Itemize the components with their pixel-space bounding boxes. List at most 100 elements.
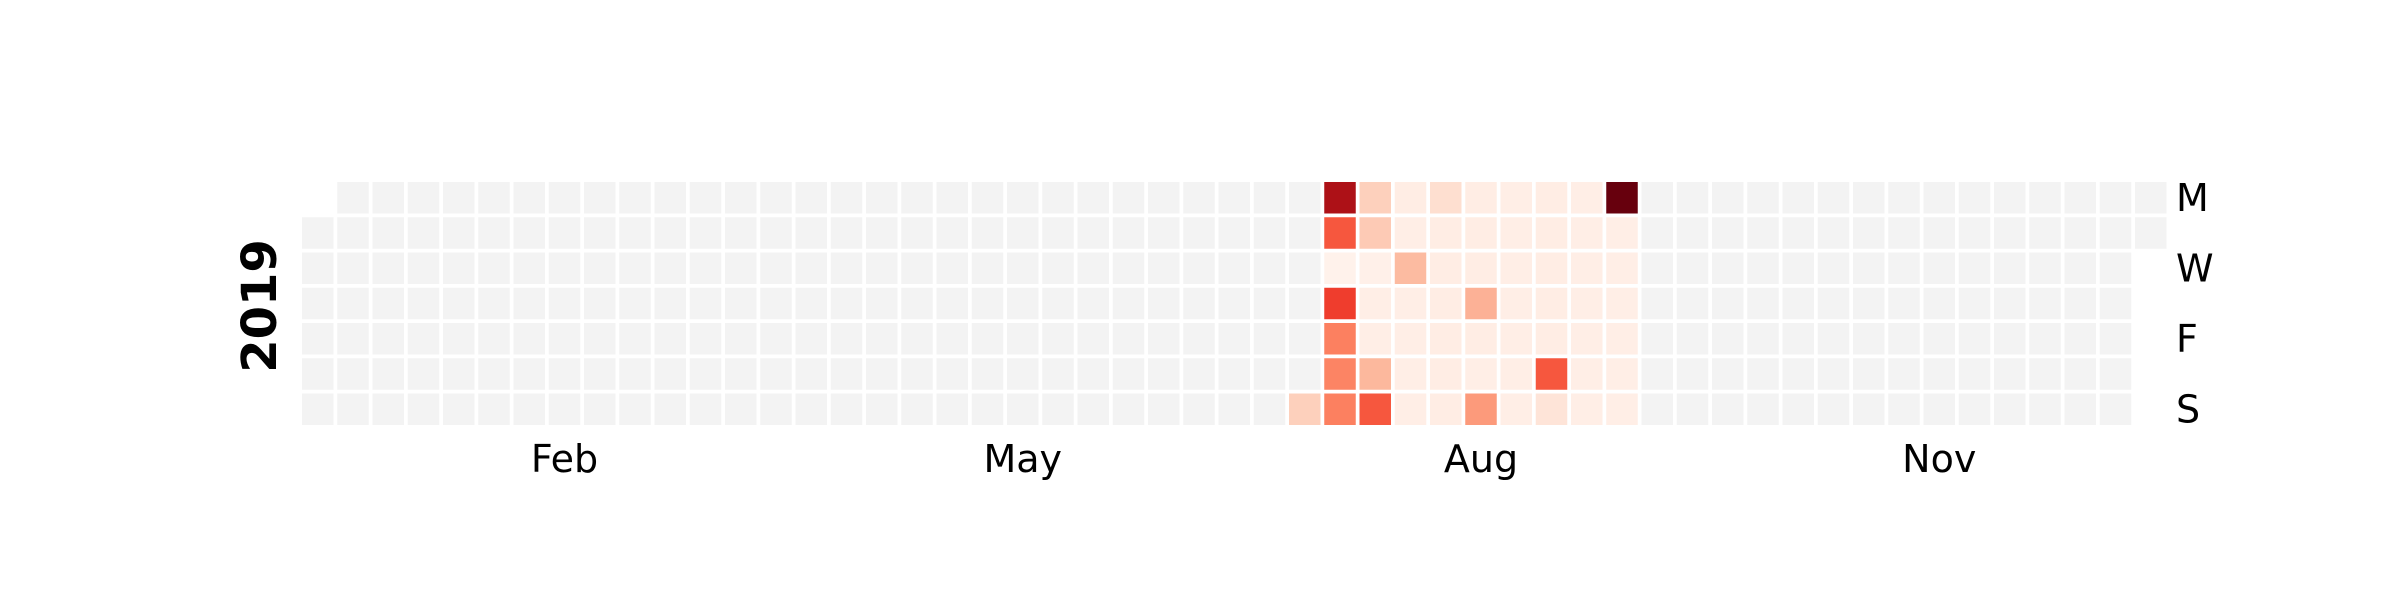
heatmap-cell bbox=[795, 182, 827, 214]
heatmap-cell bbox=[1218, 393, 1250, 425]
heatmap-cell bbox=[372, 393, 404, 425]
heatmap-cell bbox=[1712, 287, 1744, 320]
heatmap-cell bbox=[1500, 323, 1532, 355]
heatmap-cell bbox=[1817, 358, 1850, 390]
heatmap-cell bbox=[1465, 323, 1497, 355]
heatmap-cell bbox=[866, 217, 898, 249]
heatmap-cell bbox=[1112, 358, 1145, 390]
heatmap-cell bbox=[689, 182, 722, 214]
heatmap-cell bbox=[1183, 287, 1215, 320]
heatmap-cell bbox=[407, 182, 440, 214]
heatmap-cell bbox=[1853, 182, 1885, 214]
heatmap-cell bbox=[1641, 217, 1673, 249]
heatmap-cell bbox=[1289, 217, 1321, 249]
heatmap-cell bbox=[1535, 323, 1568, 355]
heatmap-cell bbox=[1359, 217, 1391, 249]
heatmap-cell bbox=[1218, 358, 1250, 390]
heatmap-cell bbox=[830, 217, 863, 249]
heatmap-cell bbox=[1253, 358, 1286, 390]
heatmap-cell bbox=[372, 323, 404, 355]
heatmap-cell bbox=[1923, 217, 1955, 249]
heatmap-cell bbox=[2099, 358, 2132, 390]
heatmap-cell bbox=[1888, 358, 1920, 390]
heatmap-cell bbox=[302, 252, 334, 284]
heatmap-cell bbox=[1606, 182, 1638, 214]
heatmap-cell bbox=[760, 323, 792, 355]
heatmap-cell bbox=[760, 182, 792, 214]
heatmap-cell bbox=[901, 217, 933, 249]
heatmap-cell bbox=[619, 287, 651, 320]
heatmap-cell bbox=[513, 252, 545, 284]
heatmap-cell bbox=[2064, 182, 2096, 214]
heatmap-cell bbox=[619, 358, 651, 390]
heatmap-cell bbox=[1253, 393, 1286, 425]
heatmap-cell bbox=[1994, 217, 2026, 249]
heatmap-cell bbox=[2029, 217, 2061, 249]
heatmap-cell bbox=[2029, 252, 2061, 284]
year-label: 2019 bbox=[232, 239, 288, 373]
heatmap-cell bbox=[1112, 323, 1145, 355]
heatmap-cell bbox=[1042, 252, 1074, 284]
heatmap-cell bbox=[1042, 393, 1074, 425]
heatmap-cell bbox=[1923, 323, 1955, 355]
heatmap-cell bbox=[760, 358, 792, 390]
heatmap-cell bbox=[1430, 323, 1462, 355]
heatmap-cell bbox=[372, 358, 404, 390]
heatmap-cell bbox=[1571, 217, 1603, 249]
heatmap-cell bbox=[1465, 217, 1497, 249]
heatmap-cell bbox=[1923, 393, 1955, 425]
heatmap-cell bbox=[1641, 393, 1673, 425]
heatmap-cell bbox=[1289, 252, 1321, 284]
heatmap-cell bbox=[337, 182, 369, 214]
heatmap-cell bbox=[372, 252, 404, 284]
heatmap-cell bbox=[443, 287, 475, 320]
heatmap-cell bbox=[1148, 358, 1180, 390]
heatmap-cell bbox=[1007, 393, 1039, 425]
heatmap-cell bbox=[1394, 393, 1427, 425]
heatmap-cell bbox=[1747, 358, 1779, 390]
heatmap-cell bbox=[1042, 217, 1074, 249]
heatmap-cell bbox=[1148, 217, 1180, 249]
heatmap-cell bbox=[302, 287, 334, 320]
heatmap-cell bbox=[1958, 217, 1991, 249]
heatmap-cell bbox=[1218, 217, 1250, 249]
heatmap-cell bbox=[866, 393, 898, 425]
heatmap-cell bbox=[1183, 182, 1215, 214]
heatmap-cell bbox=[936, 393, 968, 425]
heatmap-cell bbox=[1324, 182, 1356, 214]
heatmap-cell bbox=[901, 358, 933, 390]
heatmap-cell bbox=[901, 323, 933, 355]
heatmap-cell bbox=[1218, 182, 1250, 214]
heatmap-cell bbox=[830, 182, 863, 214]
heatmap-cell bbox=[689, 323, 722, 355]
heatmap-cell bbox=[1148, 287, 1180, 320]
heatmap-cell bbox=[725, 323, 757, 355]
heatmap-cell bbox=[2064, 358, 2096, 390]
heatmap-cell bbox=[795, 252, 827, 284]
month-label: May bbox=[983, 437, 1062, 481]
heatmap-cell bbox=[513, 323, 545, 355]
heatmap-cell bbox=[936, 217, 968, 249]
heatmap-cell bbox=[548, 287, 581, 320]
heatmap-cell bbox=[1183, 358, 1215, 390]
heatmap-cell bbox=[584, 323, 616, 355]
heatmap-cell bbox=[760, 252, 792, 284]
heatmap-cell bbox=[513, 358, 545, 390]
heatmap-cell bbox=[407, 358, 440, 390]
month-labels: Feb May Aug Nov bbox=[531, 437, 1976, 481]
heatmap-cell bbox=[513, 287, 545, 320]
heatmap-cell bbox=[372, 287, 404, 320]
heatmap-cell bbox=[1747, 182, 1779, 214]
heatmap-cell bbox=[1641, 252, 1673, 284]
heatmap-cell bbox=[584, 287, 616, 320]
heatmap-cell bbox=[1853, 252, 1885, 284]
heatmap-cell bbox=[1747, 393, 1779, 425]
heatmap-cell bbox=[1747, 217, 1779, 249]
heatmap-cell bbox=[1077, 393, 1109, 425]
heatmap-cell bbox=[1042, 287, 1074, 320]
heatmap-cell bbox=[1712, 217, 1744, 249]
heatmap-cell bbox=[1853, 393, 1885, 425]
heatmap-cell bbox=[1676, 217, 1709, 249]
heatmap-cell bbox=[1782, 252, 1814, 284]
